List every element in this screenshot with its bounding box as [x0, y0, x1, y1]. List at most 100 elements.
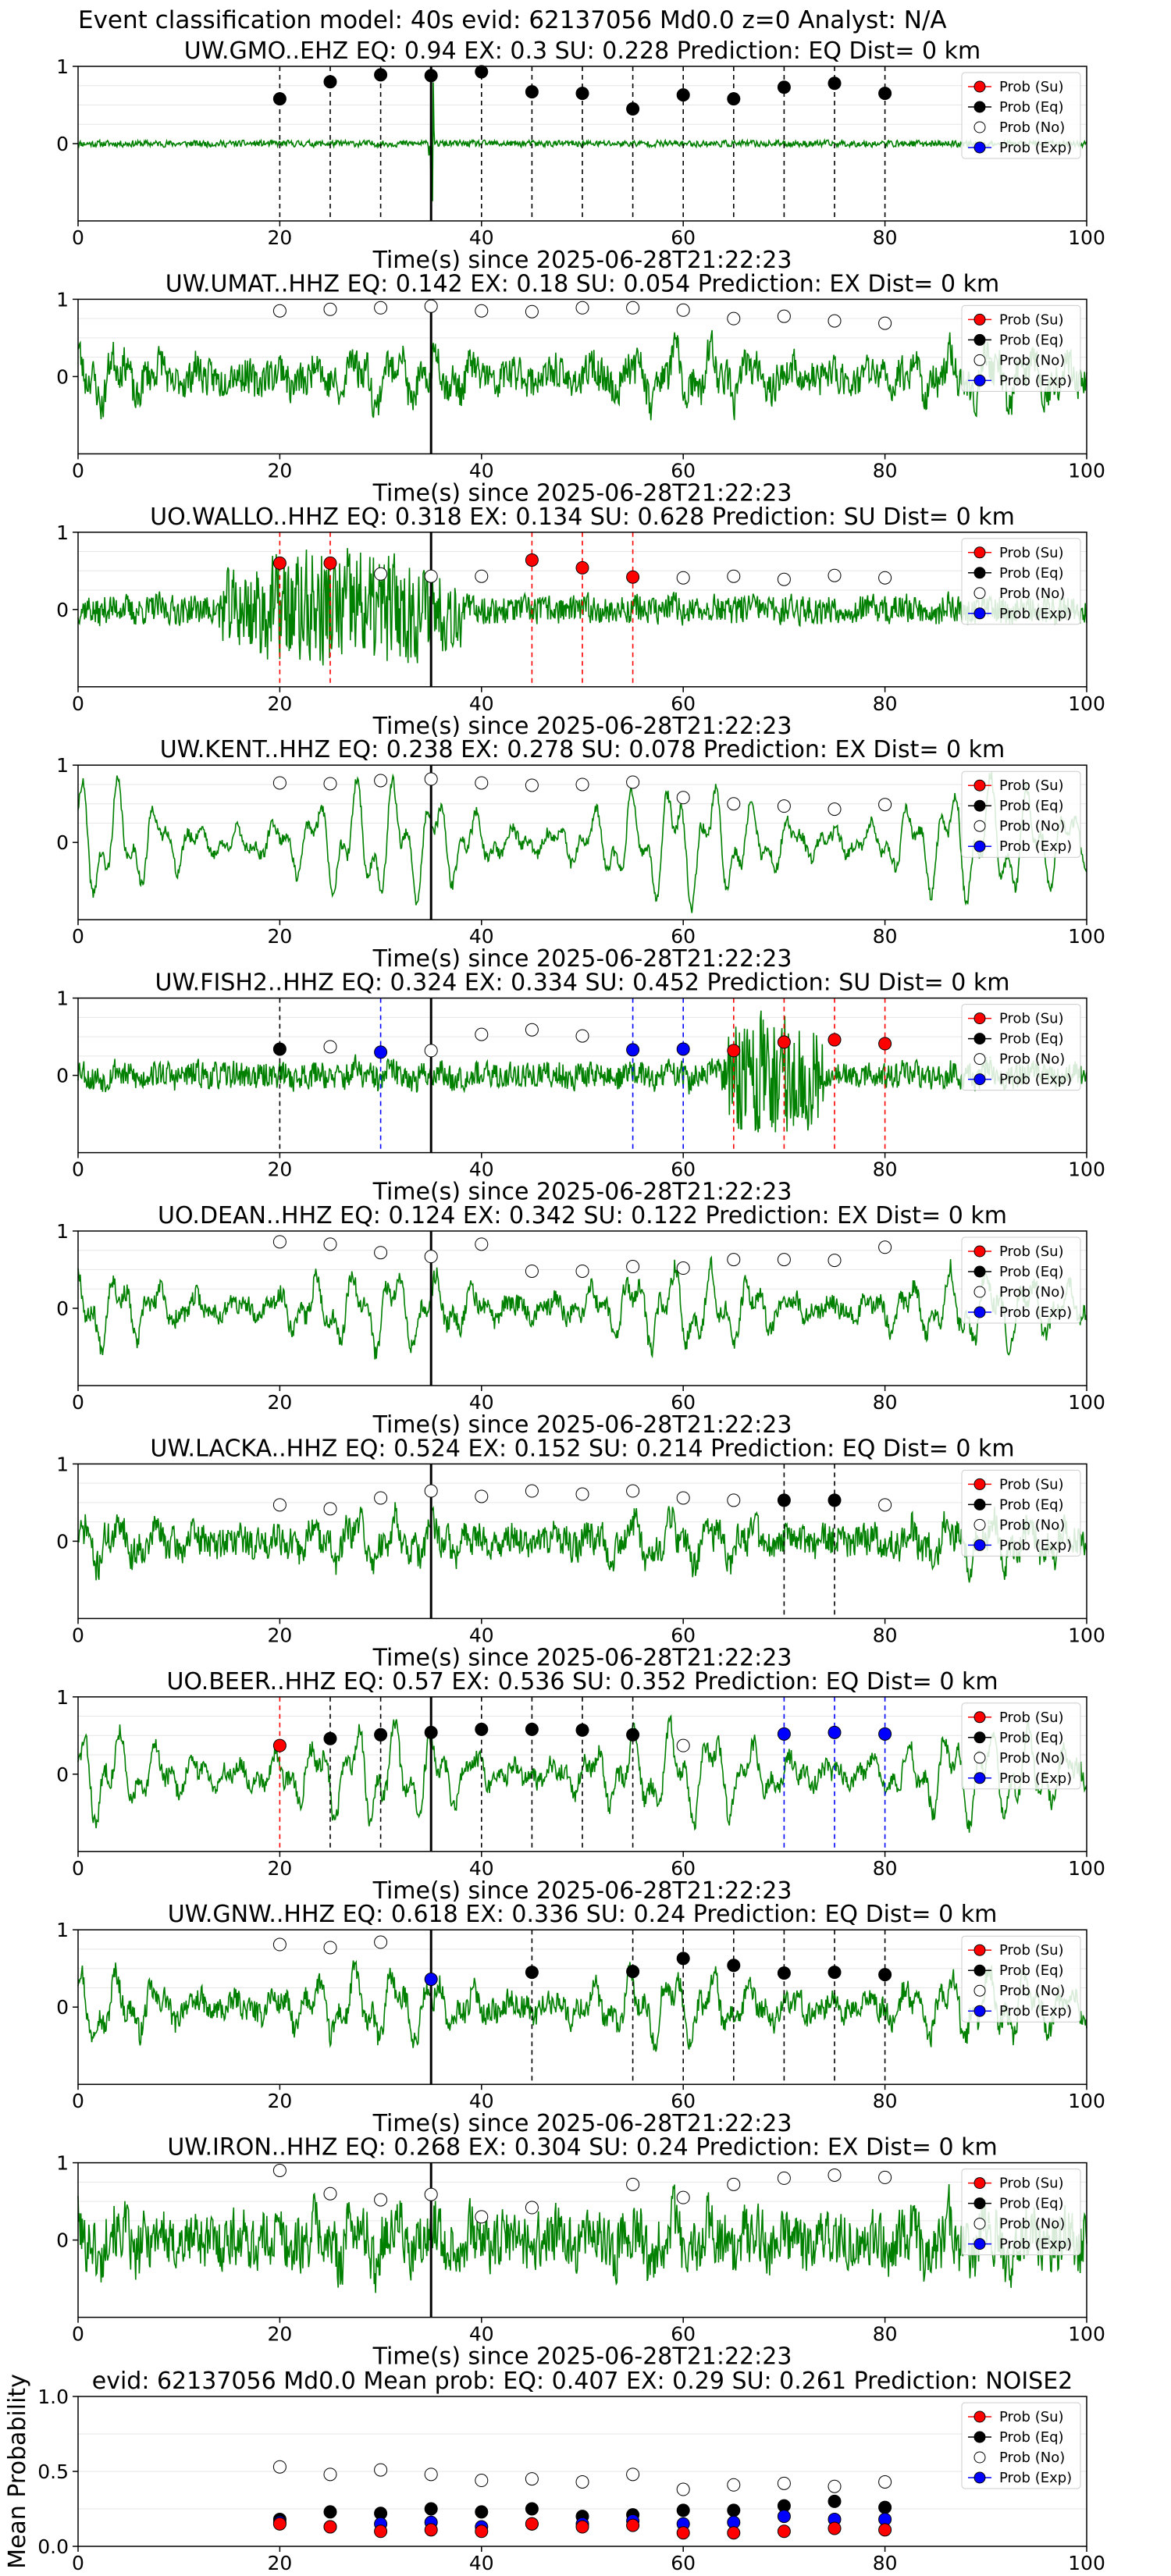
- x-tick-label: 40: [469, 1857, 494, 1880]
- x-tick-label: 60: [671, 1391, 696, 1414]
- prob-point: [676, 1738, 690, 1752]
- legend-label: Prob (No): [999, 1983, 1065, 1999]
- legend-swatch-marker: [973, 546, 986, 559]
- legend-label: Prob (Exp): [999, 1770, 1072, 1787]
- legend-swatch-marker: [973, 141, 986, 154]
- x-tick-label: 60: [671, 226, 696, 249]
- prob-point: [777, 309, 791, 323]
- prob-point: [272, 1042, 287, 1056]
- x-axis-label: Time(s) since 2025-06-28T21:22:23: [372, 713, 792, 740]
- prob-point: [272, 1738, 287, 1752]
- prob-point: [828, 568, 842, 582]
- prob-point: [323, 1237, 337, 1251]
- prob-point: [424, 1044, 438, 1058]
- y-tick-label: 0: [56, 599, 69, 621]
- x-tick-label: 0: [72, 1857, 84, 1880]
- prob-point: [878, 798, 892, 812]
- prob-point: [475, 65, 489, 79]
- mean-prob-point: [727, 2526, 741, 2540]
- x-axis-label: Time(s) since 2025-06-28T21:22:23: [372, 945, 792, 973]
- legend-swatch-marker: [973, 1984, 986, 1997]
- prob-point: [424, 569, 438, 583]
- prob-point: [424, 2187, 438, 2201]
- legend-label: Prob (Exp): [999, 606, 1072, 622]
- legend-label: Prob (No): [999, 352, 1065, 368]
- legend-swatch-marker: [973, 2411, 986, 2423]
- prob-point: [828, 76, 842, 91]
- mean-prob-point: [626, 2518, 640, 2532]
- prob-point: [626, 1727, 640, 1742]
- legend-box: [961, 538, 1081, 625]
- legend-swatch-marker: [973, 1265, 986, 1278]
- station-panel: UO.DEAN..HHZ EQ: 0.124 EX: 0.342 SU: 0.1…: [56, 1202, 1105, 1439]
- station-panel: evid: 62137056 Md0.0 Mean prob: EQ: 0.40…: [4, 2368, 1105, 2574]
- x-tick-label: 40: [469, 1391, 494, 1414]
- prob-point: [676, 1042, 690, 1056]
- prob-point: [575, 777, 589, 792]
- x-tick-label: 100: [1068, 459, 1105, 482]
- legend-box: [961, 2402, 1081, 2489]
- legend-label: Prob (Su): [999, 777, 1064, 794]
- y-tick-label: 1: [56, 2152, 69, 2175]
- x-tick-label: 80: [873, 459, 898, 482]
- prob-point: [323, 777, 337, 791]
- prob-point: [323, 556, 337, 570]
- y-tick-label: 1: [56, 1453, 69, 1475]
- legend-label: Prob (No): [999, 2450, 1065, 2466]
- x-tick-label: 0: [72, 459, 84, 482]
- prob-point: [374, 1491, 388, 1505]
- prob-point: [626, 1484, 640, 1498]
- legend-box: [961, 1004, 1081, 1091]
- legend-swatch-marker: [973, 1245, 986, 1258]
- waveform-trace: [77, 82, 1087, 201]
- legend-swatch-marker: [973, 587, 986, 600]
- legend-swatch-marker: [973, 1478, 986, 1490]
- mean-prob-point: [475, 2474, 489, 2488]
- legend-swatch-marker: [973, 820, 986, 832]
- prob-point: [272, 304, 287, 318]
- mean-prob-point: [424, 2523, 438, 2537]
- legend-swatch-marker: [973, 333, 986, 346]
- y-tick-label: 1: [56, 1686, 69, 1709]
- x-tick-label: 100: [1068, 925, 1105, 948]
- mean-prob-point: [424, 2467, 438, 2482]
- prob-point: [626, 570, 640, 584]
- x-tick-label: 60: [671, 925, 696, 948]
- x-tick-label: 0: [72, 692, 84, 715]
- prob-point: [575, 1264, 589, 1278]
- prob-point: [272, 556, 287, 570]
- legend-label: Prob (Eq): [999, 99, 1064, 116]
- prob-point: [525, 1484, 539, 1498]
- legend-swatch-marker: [973, 1711, 986, 1724]
- mean-prob-point: [575, 2520, 589, 2534]
- prob-point: [727, 797, 741, 811]
- legend-swatch-marker: [973, 1286, 986, 1298]
- figure-title: Event classification model: 40s evid: 62…: [78, 6, 947, 34]
- x-tick-label: 100: [1068, 2323, 1105, 2346]
- legend-swatch-marker: [973, 1731, 986, 1744]
- panel-title: UW.IRON..HHZ EQ: 0.268 EX: 0.304 SU: 0.2…: [167, 2134, 997, 2161]
- x-tick-label: 60: [671, 459, 696, 482]
- y-tick-label: 0: [56, 1530, 69, 1553]
- panel-title: UO.DEAN..HHZ EQ: 0.124 EX: 0.342 SU: 0.1…: [158, 1202, 1007, 1229]
- legend-swatch-marker: [973, 1073, 986, 1086]
- x-tick-label: 100: [1068, 2552, 1105, 2574]
- prob-point: [575, 1487, 589, 1501]
- legend-swatch-marker: [973, 567, 986, 579]
- legend-label: Prob (Exp): [999, 838, 1072, 855]
- legend-swatch-marker: [973, 121, 986, 133]
- prob-point: [424, 299, 438, 313]
- legend-swatch-marker: [973, 607, 986, 620]
- legend-swatch-marker: [973, 2431, 986, 2443]
- legend-label: Prob (Exp): [999, 2470, 1072, 2486]
- x-axis-label: Time(s) since 2025-06-28T21:22:23: [372, 1179, 792, 1206]
- legend-label: Prob (Exp): [999, 2003, 1072, 2019]
- panel-title: UW.KENT..HHZ EQ: 0.238 EX: 0.278 SU: 0.0…: [160, 736, 1005, 763]
- x-axis-label: Time(s) since 2025-06-28T21:22:23: [372, 1411, 792, 1439]
- x-tick-label: 20: [267, 1624, 292, 1646]
- mean-prob-point: [272, 2460, 287, 2474]
- legend-label: Prob (Eq): [999, 2429, 1064, 2446]
- prob-point: [676, 88, 690, 102]
- x-tick-label: 40: [469, 1158, 494, 1181]
- prob-point: [626, 775, 640, 789]
